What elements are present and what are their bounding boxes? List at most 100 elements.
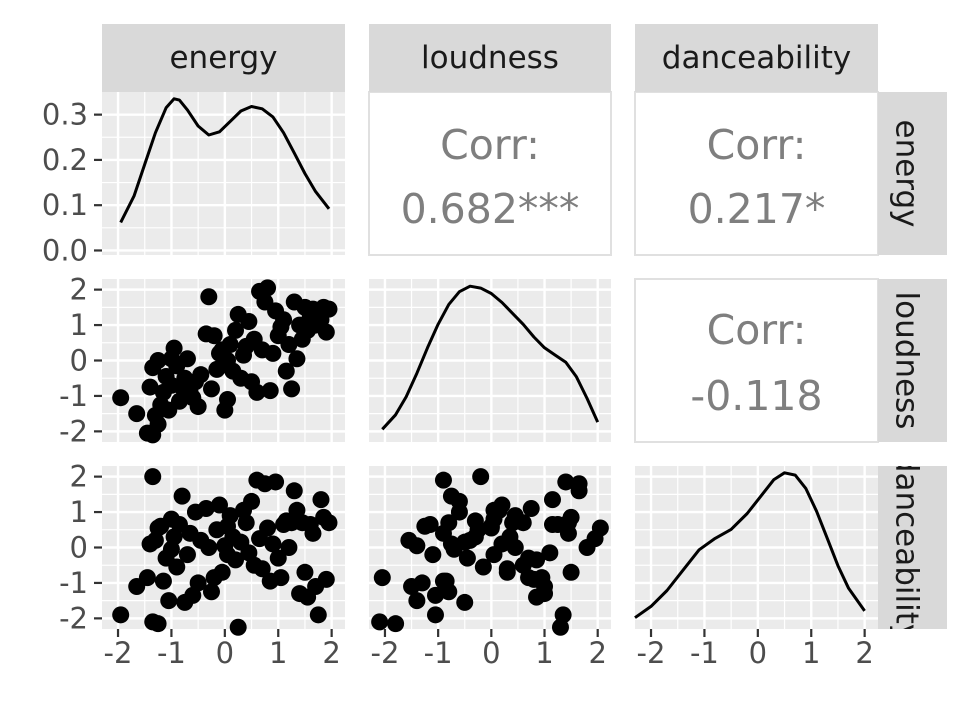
point-loudness-danceability [426, 586, 444, 604]
point-loudness-danceability [554, 606, 572, 624]
y-tick-label: 1 [70, 308, 88, 342]
panel-energy-density [102, 92, 345, 255]
point-energy-danceability [229, 618, 247, 636]
point-loudness-danceability [426, 606, 444, 624]
point-energy-loudness [128, 405, 146, 423]
point-loudness-danceability [525, 570, 543, 588]
point-energy-loudness [192, 366, 210, 384]
point-energy-danceability [264, 535, 282, 553]
point-energy-loudness [320, 300, 338, 318]
point-loudness-danceability [424, 546, 442, 564]
x-tick-label: 1 [269, 636, 287, 670]
corr-label-energy-danceability: Corr: [707, 121, 807, 169]
strip-right-label-loudness: loudness [889, 292, 925, 430]
point-energy-danceability [296, 563, 314, 581]
point-loudness-danceability [543, 491, 561, 509]
point-energy-loudness [240, 313, 258, 331]
density-curves [119, 97, 866, 619]
point-energy-danceability [312, 491, 330, 509]
strip-right-danceability [878, 466, 947, 629]
point-energy-loudness [248, 383, 266, 401]
point-energy-loudness [205, 327, 223, 345]
strip-right-energy [878, 92, 947, 255]
point-energy-danceability [202, 583, 220, 601]
point-loudness-danceability [466, 512, 484, 530]
x-tick-label: 0 [482, 636, 500, 670]
point-energy-danceability [112, 606, 130, 624]
strip-label-loudness: loudness [421, 40, 559, 76]
point-energy-loudness [149, 352, 167, 369]
point-energy-loudness [141, 378, 159, 396]
y-tick-label: -1 [59, 379, 88, 413]
point-energy-danceability [269, 549, 287, 567]
gridlines [102, 92, 878, 629]
panel-energy-loudness-corr [368, 91, 612, 256]
x-tick-label: -1 [424, 636, 453, 670]
x-tick-label: -2 [637, 636, 666, 670]
point-energy-loudness [317, 323, 335, 341]
point-energy-loudness [261, 382, 279, 400]
point-energy-loudness [264, 344, 282, 362]
point-loudness-danceability [472, 468, 490, 486]
y-tick-label: -2 [59, 601, 88, 635]
strip-right-label-danceability: danceability [889, 453, 925, 642]
point-loudness-danceability [557, 473, 575, 491]
x-tick-label: 2 [322, 636, 340, 670]
panel-energy-danceability-corr [634, 91, 879, 256]
y-tick-label: 0.2 [42, 143, 88, 177]
point-energy-danceability [178, 546, 196, 564]
point-loudness-danceability [514, 514, 532, 532]
point-energy-danceability [144, 468, 162, 486]
point-loudness-danceability [371, 613, 389, 631]
point-loudness-danceability [408, 537, 426, 555]
point-energy-loudness [178, 350, 196, 368]
x-tick-label: 2 [855, 636, 873, 670]
y-tick-label: 0.0 [42, 233, 88, 267]
point-energy-loudness [288, 350, 306, 368]
point-energy-danceability [213, 563, 231, 581]
point-energy-danceability [173, 487, 191, 505]
point-energy-loudness [165, 339, 183, 357]
corr-label-energy-loudness: Corr: [440, 121, 540, 169]
point-energy-danceability [149, 615, 167, 633]
y-tick-label: 1 [70, 495, 88, 529]
point-energy-danceability [138, 569, 156, 587]
point-loudness-danceability [408, 592, 426, 610]
x-tick-label: -1 [157, 636, 186, 670]
point-loudness-danceability [520, 549, 538, 567]
corr-value-loudness-danceability: -0.118 [690, 372, 822, 420]
point-energy-danceability [309, 606, 327, 624]
x-tick-label: 1 [535, 636, 553, 670]
strip-top-loudness [369, 24, 611, 92]
x-tick-label: 1 [802, 636, 820, 670]
y-tick-label: 2 [70, 460, 88, 494]
point-energy-danceability [285, 482, 303, 500]
point-loudness-danceability [485, 501, 503, 519]
point-loudness-danceability [541, 544, 559, 562]
point-energy-danceability [221, 507, 239, 525]
point-energy-danceability [317, 570, 335, 588]
point-energy-danceability [272, 569, 290, 587]
y-tick-label: -1 [59, 566, 88, 600]
y-tick-label: 0 [70, 344, 88, 378]
point-energy-danceability [141, 535, 159, 553]
y-tick-label: 0 [70, 531, 88, 565]
point-energy-danceability [227, 551, 245, 569]
point-energy-loudness [112, 389, 130, 407]
point-energy-danceability [267, 473, 285, 491]
y-tick-label: 0.1 [42, 188, 88, 222]
point-energy-danceability [320, 514, 338, 532]
point-energy-danceability [160, 592, 178, 610]
corr-label-loudness-danceability: Corr: [707, 306, 807, 354]
point-energy-loudness [280, 336, 298, 354]
point-energy-danceability [197, 500, 215, 518]
point-loudness-danceability [506, 539, 524, 556]
strip-top-energy [102, 24, 345, 92]
y-tick-label: -2 [59, 414, 88, 448]
x-tick-label: -2 [370, 636, 399, 670]
point-loudness-danceability [434, 471, 452, 489]
point-loudness-danceability [591, 519, 609, 537]
point-loudness-danceability [456, 593, 474, 611]
point-energy-loudness [277, 362, 295, 380]
